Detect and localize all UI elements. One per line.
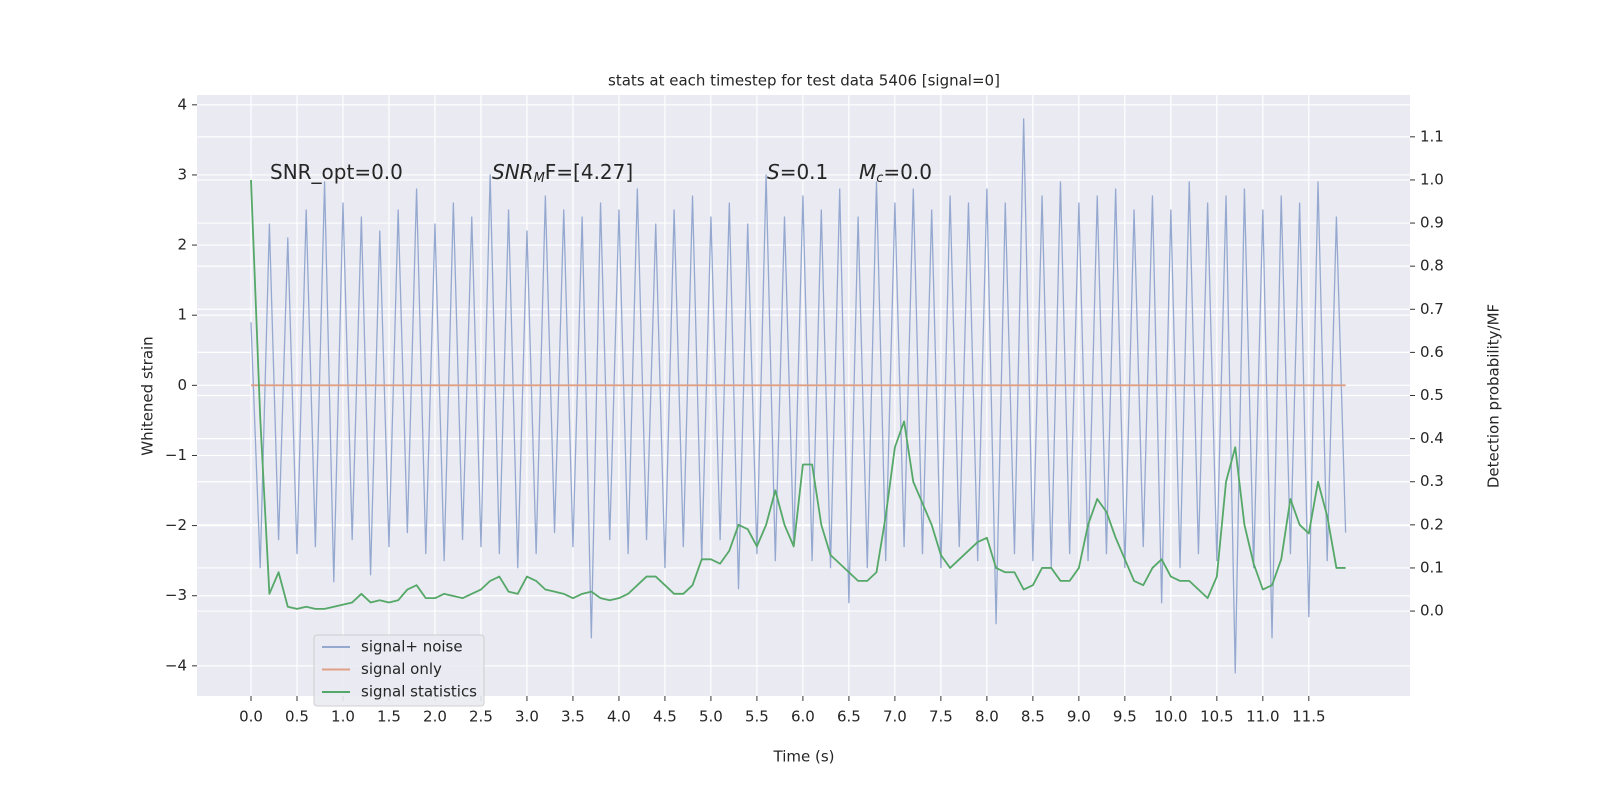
x-tick-label: 4.0 — [607, 708, 631, 726]
x-tick-label: 11.0 — [1246, 708, 1279, 726]
grid — [197, 95, 1410, 696]
x-tick-label: 4.5 — [653, 708, 677, 726]
x-tick-label: 8.0 — [975, 708, 999, 726]
x-tick-label: 8.5 — [1021, 708, 1045, 726]
annotation-part: =0.1 — [780, 160, 829, 184]
x-tick-label: 2.0 — [423, 708, 447, 726]
y2-tick-label: 0.9 — [1420, 214, 1444, 232]
x-tick-label: 3.0 — [515, 708, 539, 726]
x-tick-label: 6.5 — [837, 708, 861, 726]
annotation-part: F=[4.27] — [545, 160, 633, 184]
legend-label: signal+ noise — [361, 638, 463, 656]
x-tick-label: 1.0 — [331, 708, 355, 726]
x-tick-label: 0.5 — [285, 708, 309, 726]
y2-tick-label: 0.5 — [1420, 386, 1444, 404]
annotation-part: c — [876, 171, 883, 186]
x-tick-label: 7.5 — [929, 708, 953, 726]
annotation-part: SNR_opt=0.0 — [270, 160, 403, 184]
annotation: S=0.1 — [767, 160, 828, 184]
y2-tick-label: 0.2 — [1420, 515, 1444, 533]
x-tick-label: 3.5 — [561, 708, 585, 726]
y-tick-label: 3 — [177, 165, 187, 183]
x-tick-label: 5.5 — [745, 708, 769, 726]
x-tick-label: 0.0 — [239, 708, 263, 726]
y-tick-label: 1 — [177, 306, 187, 324]
y2-tick-label: 0.0 — [1420, 602, 1444, 620]
annotation: SNRMF=[4.27] — [492, 160, 633, 186]
annotation: SNR_opt=0.0 — [270, 160, 403, 184]
y2-tick-label: 0.6 — [1420, 343, 1444, 361]
y2-tick-label: 0.4 — [1420, 429, 1444, 447]
x-tick-label: 10.5 — [1200, 708, 1233, 726]
annotation-part: SNR — [492, 160, 534, 184]
legend-label: signal statistics — [361, 683, 477, 701]
y2-tick-label: 0.8 — [1420, 257, 1444, 275]
x-axis-label: Time (s) — [773, 748, 835, 766]
chart-title: stats at each timestep for test data 540… — [608, 72, 1000, 90]
annotation-part: M — [859, 160, 876, 184]
x-tick-label: 9.0 — [1067, 708, 1091, 726]
y2-tick-label: 1.1 — [1420, 127, 1444, 145]
y2-tick-label: 0.1 — [1420, 558, 1444, 576]
y-tick-label: −4 — [165, 656, 187, 674]
y2-axis-label: Detection probability/MF — [1485, 304, 1503, 488]
x-tick-label: 11.5 — [1292, 708, 1325, 726]
legend-label: signal only — [361, 660, 442, 678]
y-tick-label: −2 — [165, 516, 187, 534]
x-tick-label: 2.5 — [469, 708, 493, 726]
y-tick-label: −3 — [165, 586, 187, 604]
x-tick-label: 10.0 — [1154, 708, 1187, 726]
series-line — [250, 118, 1347, 674]
annotation-part: S — [767, 160, 780, 184]
annotation-part: M — [534, 171, 545, 186]
x-tick-label: 6.0 — [791, 708, 815, 726]
x-tick-label: 9.5 — [1113, 708, 1137, 726]
x-tick-label: 1.5 — [377, 708, 401, 726]
y-tick-label: 2 — [177, 236, 187, 254]
y-tick-label: −1 — [165, 446, 187, 464]
annotation: Mc=0.0 — [859, 160, 932, 186]
legend-box — [313, 634, 485, 707]
y2-tick-label: 0.3 — [1420, 472, 1444, 490]
series-line — [250, 179, 1346, 610]
y2-tick-label: 1.0 — [1420, 170, 1444, 188]
annotation-part: =0.0 — [883, 160, 932, 184]
y-tick-label: 4 — [177, 95, 187, 113]
y-tick-label: 0 — [177, 376, 187, 394]
y2-tick-label: 0.7 — [1420, 300, 1444, 318]
y-axis-label: Whitened strain — [139, 336, 157, 455]
x-tick-label: 7.0 — [883, 708, 907, 726]
x-tick-label: 5.0 — [699, 708, 723, 726]
